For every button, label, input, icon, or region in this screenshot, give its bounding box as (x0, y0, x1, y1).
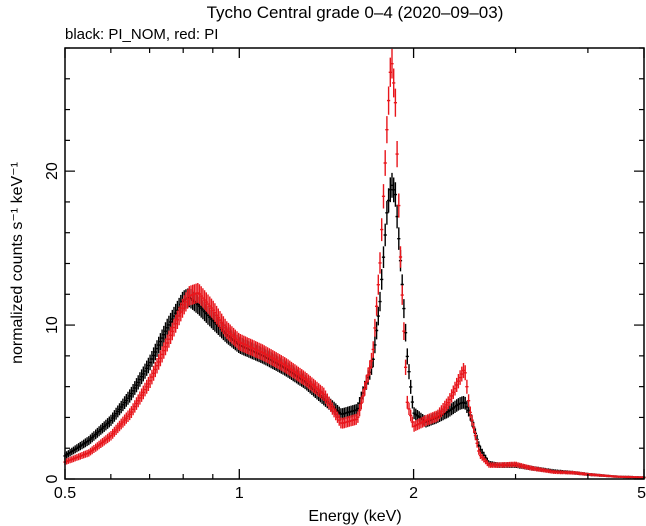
data-point (404, 359, 408, 375)
data-point (381, 246, 386, 268)
y-tick-label: 0 (44, 474, 61, 483)
data-point (385, 200, 389, 225)
data-point (206, 294, 210, 314)
data-point (358, 404, 362, 417)
data-point (402, 322, 406, 340)
x-tick-label: 2 (409, 485, 418, 502)
data-point (438, 407, 442, 420)
chart-title: Tycho Central grade 0–4 (2020–09–03) (207, 3, 504, 22)
x-tick-label: 5 (637, 485, 646, 502)
series-pi-nom (63, 172, 646, 479)
data-point (375, 296, 379, 316)
data-point (467, 394, 471, 408)
data-point (409, 379, 413, 394)
series-layer (63, 48, 646, 479)
data-point (385, 116, 389, 144)
data-point (463, 365, 467, 381)
data-point (393, 88, 397, 117)
data-point (392, 68, 396, 98)
data-point (376, 306, 380, 326)
data-point (378, 252, 382, 274)
data-point (397, 227, 401, 250)
data-point (409, 409, 413, 422)
data-point (397, 193, 401, 218)
y-axis-ticks: 0 10 20 (44, 47, 644, 483)
x-axis-ticks: 0.5 1 2 5 (54, 48, 646, 502)
data-point (361, 389, 365, 403)
data-point (371, 341, 375, 358)
data-point (468, 406, 472, 419)
data-point (92, 431, 96, 441)
x-tick-label: 1 (235, 485, 244, 502)
data-point (393, 182, 397, 207)
x-tick-label: 0.5 (54, 485, 76, 502)
data-point (465, 379, 469, 394)
data-point (381, 184, 386, 209)
data-point (380, 269, 384, 290)
data-point (407, 364, 411, 380)
data-point (405, 348, 409, 365)
data-point (473, 430, 477, 441)
data-point (359, 396, 363, 410)
data-point (323, 390, 328, 404)
data-point (398, 246, 403, 268)
y-tick-label: 10 (44, 316, 61, 334)
data-point (380, 218, 384, 242)
data-point (92, 445, 96, 453)
data-point (148, 373, 152, 388)
x-axis-label: Energy (keV) (308, 508, 401, 525)
data-point (410, 395, 414, 409)
data-point (378, 291, 382, 312)
y-axis-label: normalized counts s⁻¹ keV⁻¹ (9, 162, 26, 364)
data-point (402, 299, 406, 319)
data-point (477, 447, 481, 455)
data-point (395, 141, 399, 168)
data-point (383, 223, 387, 247)
data-point (472, 422, 476, 433)
data-point (369, 352, 374, 369)
data-point (376, 274, 380, 295)
data-point (208, 296, 212, 316)
data-point (390, 48, 394, 79)
data-point (405, 395, 409, 409)
data-point (400, 285, 404, 305)
data-point (387, 86, 391, 115)
data-point (475, 438, 479, 448)
y-tick-label: 20 (44, 162, 61, 180)
data-point (148, 354, 152, 371)
plot-area: 0.5 1 2 5 0 10 20 (44, 47, 646, 502)
data-point (470, 414, 474, 426)
data-point (373, 318, 377, 337)
data-point (407, 402, 411, 415)
chart-subtitle: black: PI_NOM, red: PI (65, 26, 218, 43)
data-point (356, 411, 360, 423)
series-pi (63, 48, 646, 479)
data-point (383, 150, 387, 176)
